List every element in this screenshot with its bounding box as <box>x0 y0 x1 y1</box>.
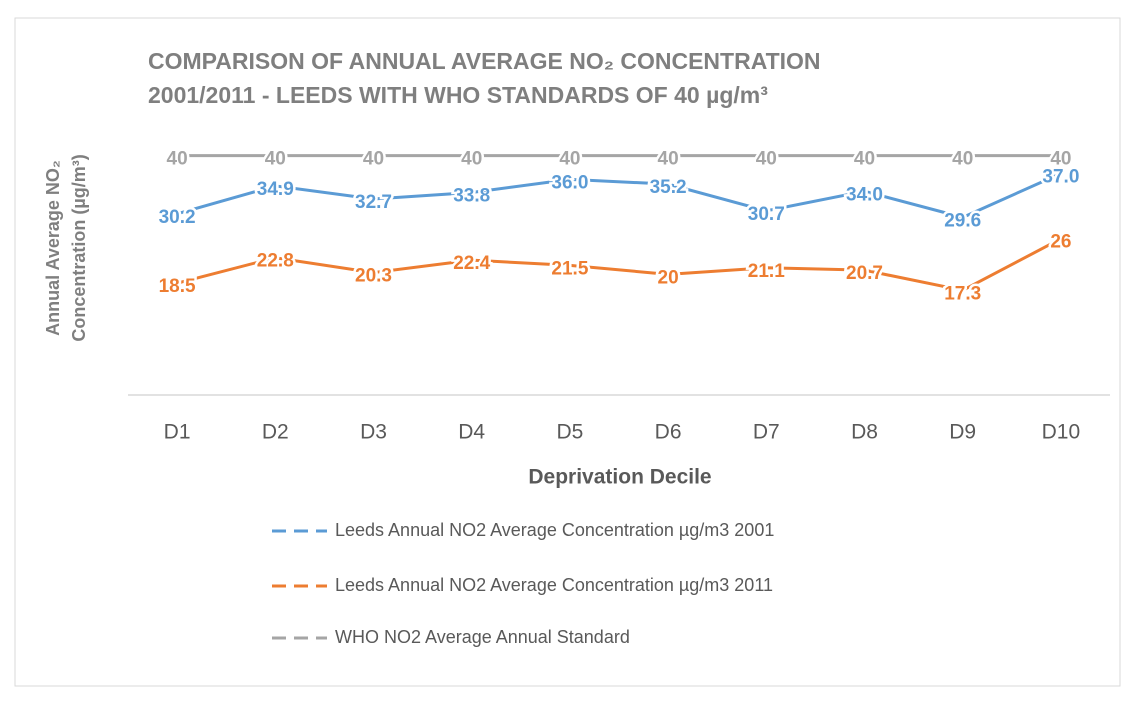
data-label: 20 <box>658 267 679 288</box>
data-label: 17.3 <box>944 283 981 304</box>
data-label: 29.6 <box>944 210 981 231</box>
data-label: 26 <box>1050 232 1071 253</box>
legend-label: Leeds Annual NO2 Average Concentration µ… <box>335 520 774 540</box>
data-label: 40 <box>167 149 188 170</box>
x-tick-label: D7 <box>753 421 780 444</box>
data-label: 20.3 <box>355 266 392 287</box>
x-tick-label: D3 <box>360 421 387 444</box>
chart-title: 2001/2011 - LEEDS WITH WHO STANDARDS OF … <box>148 82 768 108</box>
series-line <box>176 172 1062 219</box>
data-label: 35.2 <box>650 177 687 198</box>
data-label: 40 <box>265 149 286 170</box>
x-tick-label: D10 <box>1042 421 1081 444</box>
chart-title: COMPARISON OF ANNUAL AVERAGE NO₂ CONCENT… <box>148 48 821 74</box>
data-label: 30.2 <box>159 207 196 228</box>
legend-label: WHO NO2 Average Annual Standard <box>335 627 630 647</box>
data-label: 40 <box>756 149 777 170</box>
data-label: 40 <box>658 149 679 170</box>
data-label: 21.5 <box>551 258 588 279</box>
legend-label: Leeds Annual NO2 Average Concentration µ… <box>335 575 773 595</box>
data-label: 18.5 <box>159 276 196 297</box>
data-label: 40 <box>952 149 973 170</box>
data-label: 33.8 <box>453 185 490 206</box>
data-label: 20.7 <box>846 263 883 284</box>
data-label: 40 <box>854 149 875 170</box>
data-label: 34.0 <box>846 184 883 205</box>
series-line <box>176 237 1062 292</box>
data-label: 40 <box>461 149 482 170</box>
data-label: 21.1 <box>748 261 785 282</box>
x-axis-label: Deprivation Decile <box>528 466 711 489</box>
x-tick-label: D9 <box>949 421 976 444</box>
data-label: 40 <box>1050 149 1071 170</box>
x-tick-label: D6 <box>655 421 682 444</box>
data-label: 22.4 <box>453 253 490 274</box>
data-label: 22.8 <box>257 251 294 272</box>
y-axis-label: Annual Average NO₂ <box>43 160 63 336</box>
data-label: 30.7 <box>748 204 785 225</box>
data-label: 40 <box>559 149 580 170</box>
chart-border <box>14 17 1121 687</box>
data-label: 37.0 <box>1042 166 1079 187</box>
data-label: 40 <box>363 149 384 170</box>
x-tick-label: D1 <box>164 421 191 444</box>
x-tick-label: D2 <box>262 421 289 444</box>
x-tick-label: D4 <box>458 421 485 444</box>
x-tick-label: D5 <box>556 421 583 444</box>
data-label: 32.7 <box>355 192 392 213</box>
y-axis-label: Concentration (µg/m³) <box>69 154 89 341</box>
data-label: 34.9 <box>257 179 294 200</box>
x-tick-label: D8 <box>851 421 878 444</box>
data-label: 36.0 <box>551 172 588 193</box>
